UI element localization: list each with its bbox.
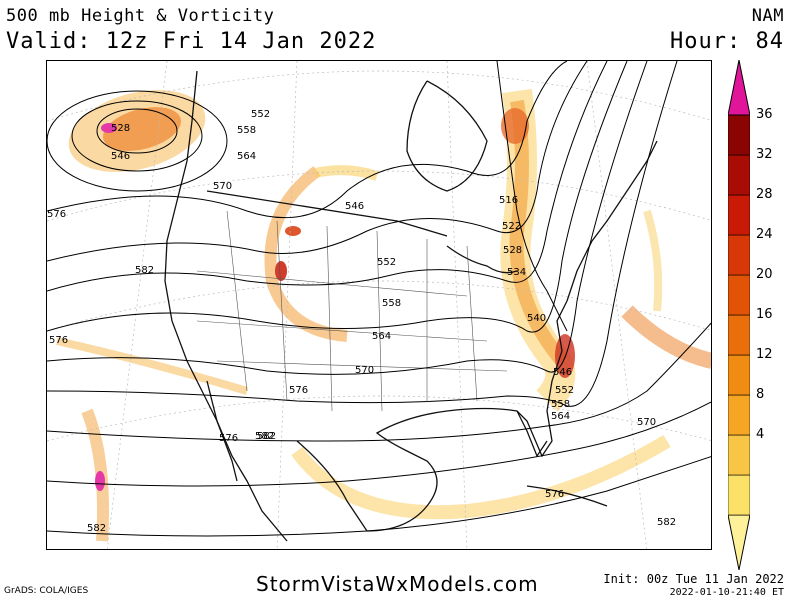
colorbar-segment [727, 234, 751, 276]
contour-label: 522 [502, 221, 521, 232]
colorbar-segment [727, 194, 751, 236]
colorbar-segment [727, 394, 751, 436]
graticule [47, 61, 711, 549]
colorbar-tick-label: 12 [756, 347, 773, 362]
contour-label: 528 [111, 123, 130, 134]
forecast-hour: Hour: 84 [670, 29, 784, 54]
colorbar-tick-label: 4 [756, 427, 765, 442]
model-name: NAM [751, 6, 784, 26]
coastlines [164, 70, 658, 542]
colorbar-tick-label: 16 [756, 307, 773, 322]
timestamp: 2022-01-10-21:40 ET [669, 587, 784, 598]
colorbar-tick-label: 36 [756, 107, 773, 122]
map-panel: 552 558 564 570 576 576 582 546 528 546 … [46, 60, 712, 550]
colorbar-tick-label: 8 [756, 387, 765, 402]
contour-label: 558 [382, 298, 401, 309]
contour-label: 546 [553, 367, 572, 378]
contour-label: 552 [377, 257, 396, 268]
colorbar-segment [727, 514, 751, 571]
contour-label: 564 [237, 151, 256, 162]
valid-time: Valid: 12z Fri 14 Jan 2022 [6, 29, 377, 54]
contour-label: 546 [345, 201, 364, 212]
contour-label: 576 [289, 385, 308, 396]
state-borders [196, 210, 508, 412]
contour-label: 564 [551, 411, 570, 422]
contour-label: 582 [257, 431, 276, 442]
colorbar-segment [727, 274, 751, 316]
colorbar-segment [727, 114, 751, 156]
grads-credit: GrADS: COLA/IGES [4, 586, 89, 596]
colorbar-tick-label: 24 [756, 227, 773, 242]
colorbar-segment [727, 314, 751, 356]
contour-label: 558 [237, 125, 256, 136]
contour-label: 576 [49, 335, 68, 346]
colorbar-segment [727, 474, 751, 516]
colorbar [727, 59, 751, 571]
colorbar-segment [727, 354, 751, 396]
contour-label: 558 [551, 399, 570, 410]
contour-label: 552 [555, 385, 574, 396]
init-time: Init: 00z Tue 11 Jan 2022 [603, 572, 784, 586]
contour-label: 576 [545, 489, 564, 500]
colorbar-segment [727, 59, 751, 116]
contour-label: 582 [87, 523, 106, 534]
colorbar-tick-label: 32 [756, 147, 773, 162]
contour-label: 576 [219, 433, 238, 444]
contour-label: 564 [372, 331, 391, 342]
height-contours [47, 61, 711, 537]
contour-label: 576 [47, 209, 66, 220]
contour-label: 540 [527, 313, 546, 324]
contour-label: 570 [355, 365, 374, 376]
vorticity-shading [56, 88, 711, 542]
site-name: StormVistaWxModels.com [256, 572, 539, 596]
contour-label: 534 [507, 267, 526, 278]
contour-label: 582 [657, 517, 676, 528]
contour-label: 570 [213, 181, 232, 192]
contour-labels: 552 558 564 570 576 576 582 546 528 546 … [47, 109, 676, 534]
contour-label: 570 [637, 417, 656, 428]
contour-label: 516 [499, 195, 518, 206]
colorbar-segment [727, 154, 751, 196]
colorbar-segment [727, 434, 751, 476]
colorbar-graphic [727, 59, 751, 571]
contour-label: 546 [111, 151, 130, 162]
contour-label: 582 [135, 265, 154, 276]
contour-label: 528 [503, 245, 522, 256]
contour-label: 552 [251, 109, 270, 120]
colorbar-tick-label: 28 [756, 187, 773, 202]
contour-label: 582 [255, 431, 274, 442]
chart-title: 500 mb Height & Vorticity [6, 6, 275, 26]
colorbar-tick-label: 20 [756, 267, 773, 282]
